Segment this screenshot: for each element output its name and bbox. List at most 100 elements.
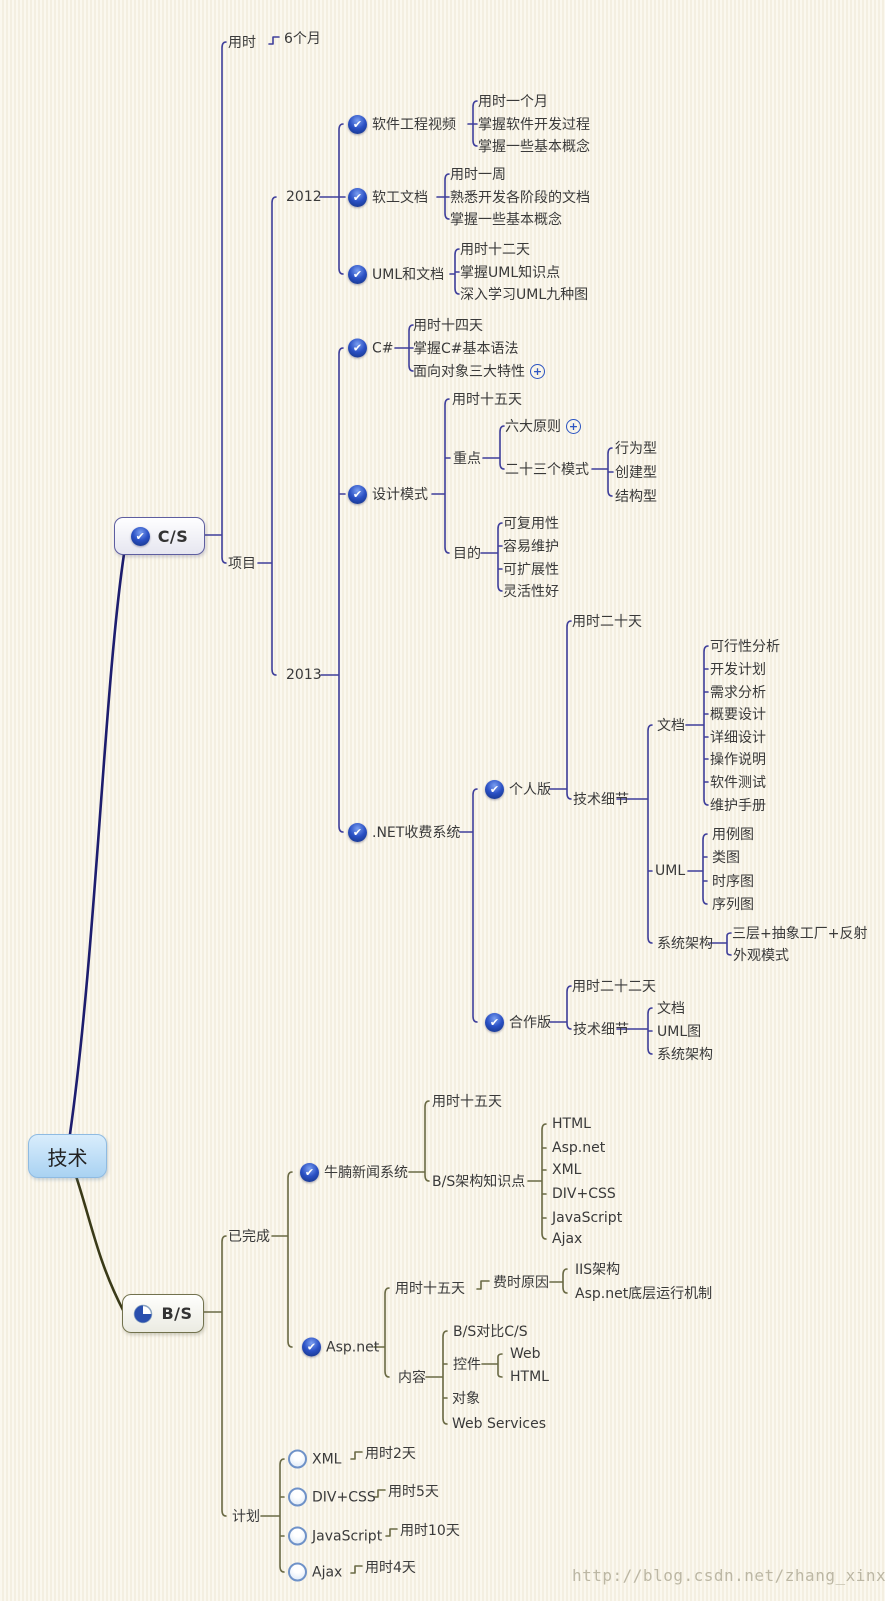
leaf-coop-1[interactable]: 文档 — [657, 1001, 685, 1017]
leaf-control-web[interactable]: Web — [510, 1346, 541, 1362]
leaf-uml-1[interactable]: 用例图 — [712, 827, 754, 843]
leaf-uml-2[interactable]: 类图 — [712, 850, 740, 866]
leaf-bs-vs-cs[interactable]: B/S对比C/S — [453, 1324, 528, 1340]
node-cs[interactable]: ✔ C/S — [114, 517, 205, 555]
node-time-reason[interactable]: 费时原因 — [493, 1275, 549, 1291]
node-design-purpose[interactable]: 目的 — [453, 546, 481, 562]
leaf-uml-doc-3[interactable]: 深入学习UML九种图 — [460, 287, 589, 303]
check-icon: ✔ — [485, 1012, 504, 1032]
leaf-uml-4[interactable]: 序列图 — [712, 897, 754, 913]
leaf-doc-1[interactable]: 可行性分析 — [710, 639, 780, 655]
root-label: 技术 — [47, 1145, 88, 1170]
leaf-knowledge-1[interactable]: HTML — [552, 1116, 591, 1132]
leaf-coop-3[interactable]: 系统架构 — [657, 1047, 713, 1063]
leaf-uml-3[interactable]: 时序图 — [712, 874, 754, 890]
leaf-doc-2[interactable]: 开发计划 — [710, 662, 766, 678]
leaf-six-principles[interactable]: 六大原则 + — [505, 416, 581, 436]
branch-curve-cs — [68, 552, 126, 1136]
leaf-plan-divcss-duration[interactable]: 用时5天 — [388, 1484, 439, 1500]
leaf-pattern-type-2[interactable]: 创建型 — [615, 465, 657, 481]
node-aspnet[interactable]: ✔ Asp.net — [302, 1337, 379, 1357]
leaf-purpose-2[interactable]: 容易维护 — [503, 539, 559, 555]
leaf-uml-doc-1[interactable]: 用时十二天 — [460, 242, 530, 258]
leaf-doc-5[interactable]: 详细设计 — [710, 730, 766, 746]
leaf-reason-2[interactable]: Asp.net底层运行机制 — [575, 1286, 713, 1302]
node-net-system[interactable]: ✔ .NET收费系统 — [348, 822, 460, 842]
node-bs-knowledge[interactable]: B/S架构知识点 — [432, 1174, 526, 1190]
leaf-knowledge-5[interactable]: JavaScript — [552, 1210, 623, 1226]
leaf-knowledge-6[interactable]: Ajax — [552, 1231, 583, 1247]
node-2013[interactable]: 2013 — [286, 667, 322, 683]
node-duration-value[interactable]: 6个月 — [284, 31, 321, 47]
leaf-plan-xml-duration[interactable]: 用时2天 — [365, 1446, 416, 1462]
leaf-csharp-2[interactable]: 掌握C#基本语法 — [413, 341, 519, 357]
leaf-purpose-4[interactable]: 灵活性好 — [503, 584, 559, 600]
node-done[interactable]: 已完成 — [228, 1229, 270, 1245]
leaf-coop-2[interactable]: UML图 — [657, 1024, 702, 1040]
node-plan-xml[interactable]: XML — [288, 1449, 341, 1469]
node-personal-edition[interactable]: ✔ 个人版 — [485, 779, 551, 799]
node-23-patterns[interactable]: 二十三个模式 — [505, 462, 589, 478]
node-plan-javascript[interactable]: JavaScript — [288, 1526, 382, 1546]
leaf-uml-doc-2[interactable]: 掌握UML知识点 — [460, 265, 561, 281]
leaf-knowledge-2[interactable]: Asp.net — [552, 1140, 606, 1156]
leaf-doc-4[interactable]: 概要设计 — [710, 707, 766, 723]
leaf-doc-7[interactable]: 软件测试 — [710, 775, 766, 791]
leaf-plan-ajax-duration[interactable]: 用时4天 — [365, 1560, 416, 1576]
leaf-se-video-3[interactable]: 掌握一些基本概念 — [478, 139, 590, 155]
expand-plus-icon[interactable]: + — [566, 418, 581, 434]
node-controls[interactable]: 控件 — [453, 1357, 481, 1373]
leaf-control-html[interactable]: HTML — [510, 1369, 549, 1385]
node-project[interactable]: 项目 — [228, 556, 256, 572]
leaf-niunan-duration[interactable]: 用时十五天 — [432, 1094, 502, 1110]
leaf-knowledge-4[interactable]: DIV+CSS — [552, 1186, 616, 1202]
leaf-web-services[interactable]: Web Services — [452, 1416, 547, 1432]
leaf-se-doc-3[interactable]: 掌握一些基本概念 — [450, 212, 562, 228]
leaf-arch-2[interactable]: 外观模式 — [733, 948, 789, 964]
node-design-patterns[interactable]: ✔ 设计模式 — [348, 484, 428, 504]
leaf-csharp-1[interactable]: 用时十四天 — [413, 318, 483, 334]
node-2012[interactable]: 2012 — [286, 189, 322, 205]
leaf-purpose-3[interactable]: 可扩展性 — [503, 562, 559, 578]
node-se-doc[interactable]: ✔ 软工文档 — [348, 187, 428, 207]
leaf-coop-duration[interactable]: 用时二十二天 — [572, 979, 656, 995]
leaf-arch-1[interactable]: 三层+抽象工厂+反射 — [732, 926, 868, 942]
node-personal-docs[interactable]: 文档 — [657, 718, 685, 734]
node-personal-arch[interactable]: 系统架构 — [657, 936, 713, 952]
leaf-reason-1[interactable]: IIS架构 — [575, 1262, 621, 1278]
node-se-video[interactable]: ✔ 软件工程视频 — [348, 114, 456, 134]
node-plan[interactable]: 计划 — [232, 1509, 260, 1525]
leaf-objects[interactable]: 对象 — [452, 1391, 480, 1407]
leaf-csharp-3[interactable]: 面向对象三大特性 + — [413, 361, 545, 381]
node-coop-edition[interactable]: ✔ 合作版 — [485, 1012, 551, 1032]
leaf-se-video-1[interactable]: 用时一个月 — [478, 94, 548, 110]
leaf-se-doc-1[interactable]: 用时一周 — [450, 167, 506, 183]
leaf-se-video-2[interactable]: 掌握软件开发过程 — [478, 117, 590, 133]
leaf-pattern-type-3[interactable]: 结构型 — [615, 489, 657, 505]
expand-plus-icon[interactable]: + — [530, 363, 545, 379]
leaf-plan-javascript-duration[interactable]: 用时10天 — [400, 1523, 460, 1539]
node-uml-doc[interactable]: ✔ UML和文档 — [348, 264, 444, 284]
node-bs[interactable]: B/S — [122, 1294, 204, 1333]
leaf-knowledge-3[interactable]: XML — [552, 1162, 582, 1178]
node-plan-divcss[interactable]: DIV+CSS — [288, 1487, 376, 1507]
leaf-doc-3[interactable]: 需求分析 — [710, 685, 766, 701]
node-personal-details[interactable]: 技术细节 — [573, 792, 629, 808]
node-design-focus[interactable]: 重点 — [453, 451, 481, 467]
leaf-doc-6[interactable]: 操作说明 — [710, 752, 766, 768]
leaf-aspnet-duration[interactable]: 用时十五天 — [395, 1281, 465, 1297]
leaf-pattern-type-1[interactable]: 行为型 — [615, 441, 657, 457]
node-personal-uml[interactable]: UML — [655, 863, 686, 879]
node-content[interactable]: 内容 — [398, 1370, 426, 1386]
node-duration[interactable]: 用时 — [228, 35, 256, 51]
node-coop-details[interactable]: 技术细节 — [573, 1022, 629, 1038]
node-csharp[interactable]: ✔ C# — [348, 338, 394, 358]
leaf-design-duration[interactable]: 用时十五天 — [452, 392, 522, 408]
leaf-se-doc-2[interactable]: 熟悉开发各阶段的文档 — [450, 190, 590, 206]
node-plan-ajax[interactable]: Ajax — [288, 1562, 342, 1582]
leaf-purpose-1[interactable]: 可复用性 — [503, 516, 559, 532]
leaf-personal-duration[interactable]: 用时二十天 — [572, 614, 642, 630]
node-root[interactable]: 技术 — [28, 1134, 107, 1178]
node-niunan-news[interactable]: ✔ 牛腩新闻系统 — [300, 1162, 408, 1182]
leaf-doc-8[interactable]: 维护手册 — [710, 798, 766, 814]
